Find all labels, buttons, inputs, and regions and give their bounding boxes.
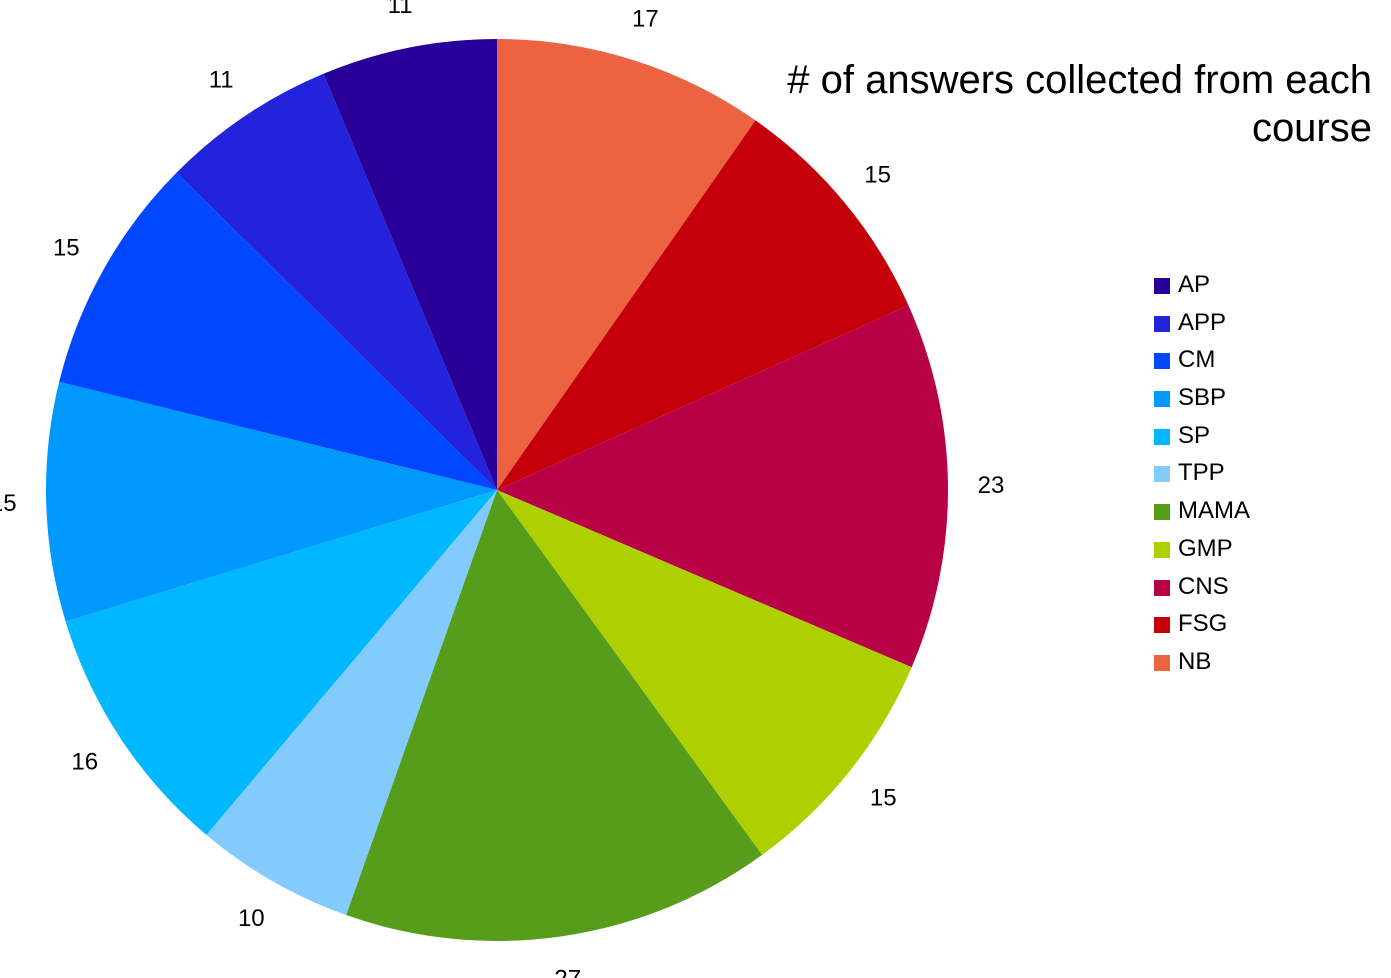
legend-label: AP — [1178, 271, 1211, 298]
legend-swatch — [1154, 391, 1170, 408]
slice-value-label-ap: 11 — [388, 0, 413, 19]
pie-slice-sp — [65, 490, 497, 835]
slice-value-label-tpp: 10 — [238, 905, 265, 932]
legend-label: NB — [1178, 647, 1212, 675]
legend-label: TPP — [1178, 459, 1225, 487]
legend-label: SP — [1178, 421, 1211, 449]
legend-label: GMP — [1178, 534, 1233, 562]
legend-label: MAMA — [1178, 497, 1250, 525]
pie-slice-cm — [59, 172, 498, 490]
chart-title: # of answers collected from each course — [787, 58, 1372, 150]
slice-value-label-app: 11 — [209, 67, 234, 94]
slice-value-label-cns: 23 — [978, 472, 1005, 499]
pie-slice-sbp — [46, 381, 497, 622]
pie-slice-cns — [497, 305, 949, 668]
pie-slice-tpp — [206, 490, 497, 916]
slice-value-label-gmp: 15 — [870, 785, 897, 812]
slice-value-label-sp: 16 — [71, 749, 98, 776]
legend-label: APP — [1178, 308, 1227, 336]
legend-swatch — [1154, 466, 1170, 483]
slice-value-label-fsg: 15 — [864, 162, 891, 189]
legend-swatch — [1154, 278, 1170, 294]
legend-swatch — [1154, 315, 1170, 332]
legend-swatch — [1154, 541, 1170, 558]
legend-swatch — [1154, 428, 1170, 445]
legend-label: FSG — [1178, 610, 1228, 638]
legend-label: CM — [1178, 346, 1216, 374]
pie-slice-gmp — [497, 490, 912, 855]
slice-value-label-sbp: 15 — [0, 490, 17, 517]
legend-swatch — [1154, 504, 1170, 521]
pie-slice-nb — [497, 38, 756, 490]
pie-slice-mama — [346, 490, 763, 942]
slice-value-label-mama: 27 — [554, 965, 581, 978]
legend-swatch — [1154, 617, 1170, 634]
legend-swatch — [1154, 654, 1170, 671]
slice-value-label-cm: 15 — [53, 235, 80, 262]
pie-slice-ap — [323, 39, 497, 490]
legend-label: SBP — [1178, 384, 1227, 412]
legend-swatch — [1154, 579, 1170, 596]
slice-value-label-nb: 17 — [632, 5, 659, 32]
pie-slice-fsg — [497, 120, 909, 491]
legend-label: CNS — [1178, 572, 1229, 600]
pie-slice-app — [176, 73, 498, 490]
legend-swatch — [1154, 353, 1170, 370]
